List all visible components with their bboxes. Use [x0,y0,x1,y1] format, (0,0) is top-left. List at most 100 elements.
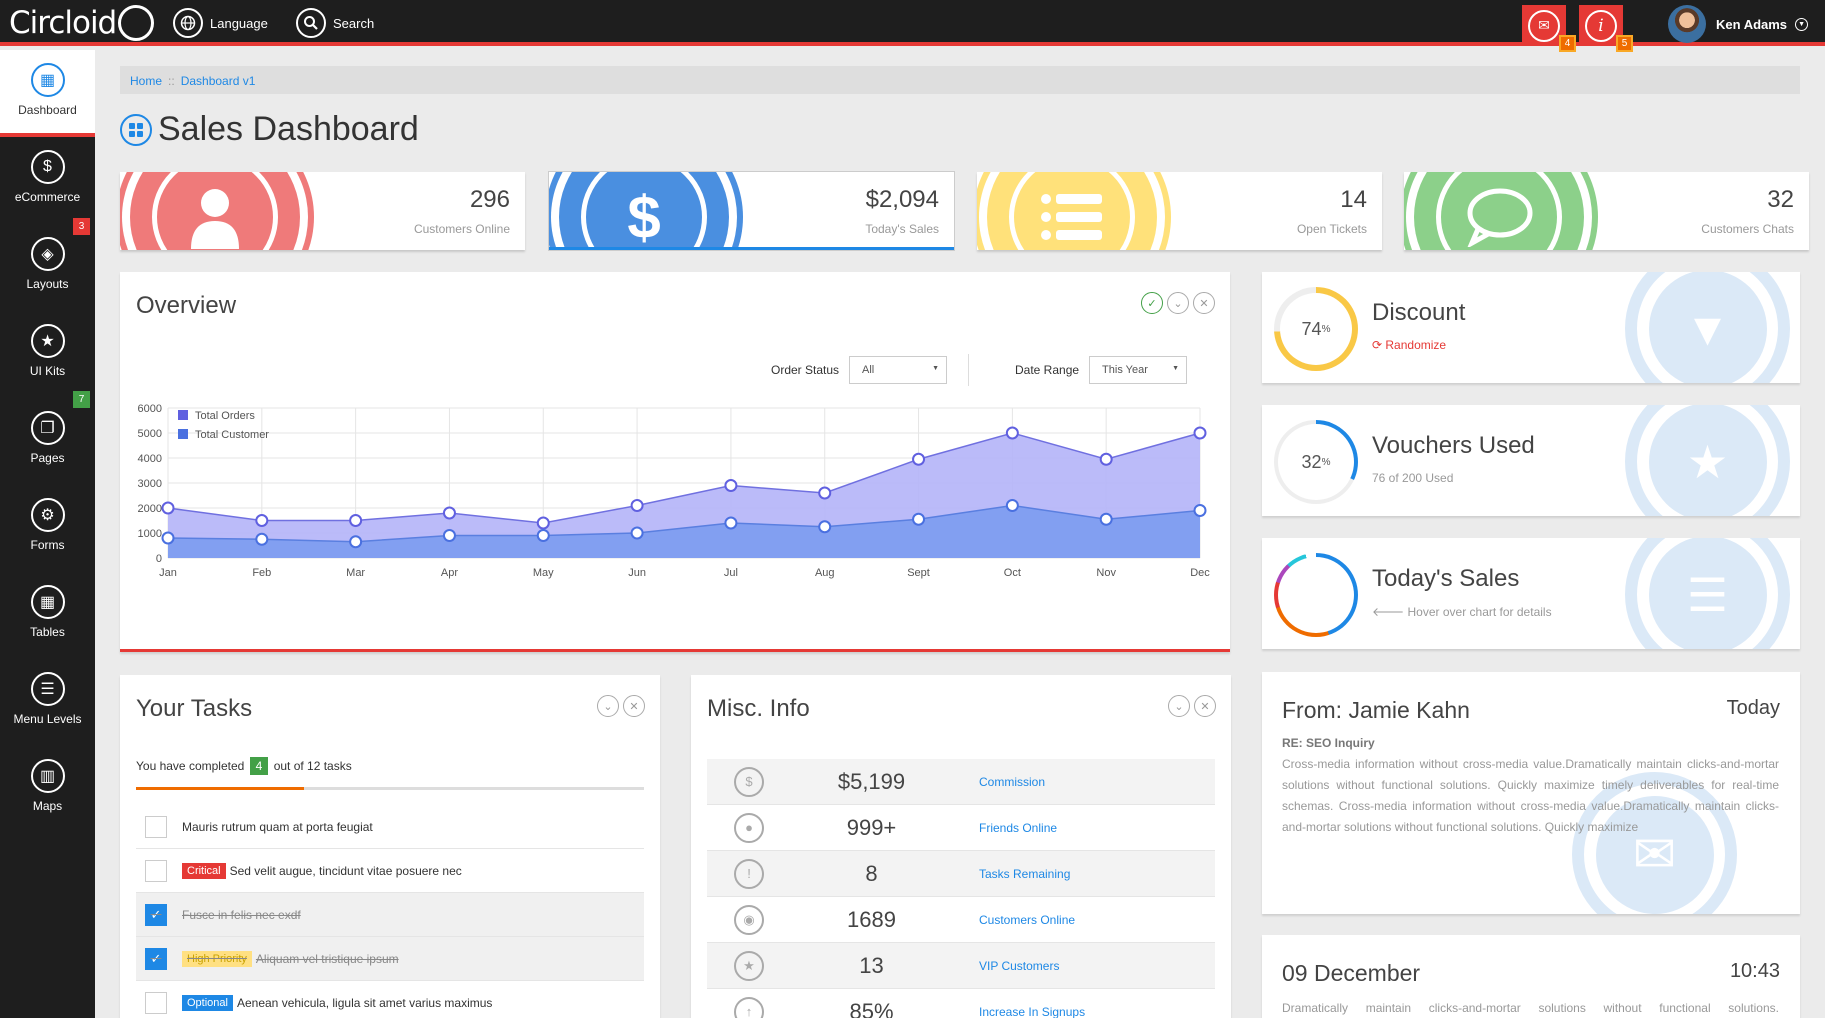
data-point [255,514,269,527]
y-tick-label: 0 [156,553,162,565]
misc-link[interactable]: Tasks Remaining [979,866,1071,881]
stat-label: Open Tickets [1296,222,1367,236]
language-menu[interactable]: Language [173,8,268,38]
sidebar-item-layouts[interactable]: ◈ Layouts 3 [0,218,95,311]
order-status-select[interactable]: All [849,356,948,384]
arrow-up-icon: ↑ [734,996,764,1018]
check-icon[interactable]: ✓ [1141,292,1163,314]
misc-row: ! 8 Tasks Remaining [707,851,1215,897]
misc-link[interactable]: Customers Online [979,912,1076,927]
sales-hint: 🡐 Hover over chart for details [1372,605,1552,619]
data-point [724,516,738,530]
logo[interactable]: Circloid [9,5,155,41]
sidebar-item-forms[interactable]: ⚙ Forms [0,485,95,572]
data-point [818,520,832,534]
sidebar-item-label: Dashboard [18,103,77,117]
data-point [912,452,926,466]
info-icon: i [1585,10,1617,42]
x-tick-label: Jan [159,567,177,579]
sidebar-item-label: Layouts [26,277,69,291]
breadcrumb-home[interactable]: Home [130,74,163,88]
data-point [255,532,269,546]
dollar-icon: $ [30,150,65,184]
misc-link[interactable]: Increase In Signups [979,1004,1086,1018]
collapse-icon[interactable]: ⌄ [1168,695,1190,717]
close-icon[interactable]: ✕ [1193,292,1215,314]
vouchers-card: 32% Vouchers Used 76 of 200 Used ★ [1262,405,1800,516]
task-item: Mauris rutrum quam at porta feugiat [136,805,644,849]
sales-donut[interactable] [1274,553,1358,637]
misc-row: ● 999+ Friends Online [707,805,1215,851]
task-checkbox[interactable]: ✓ [145,947,167,970]
stat-card-open-tickets[interactable]: 14 Open Tickets [977,172,1382,250]
misc-link[interactable]: VIP Customers [979,958,1060,973]
y-tick-label: 5000 [138,428,162,440]
overview-card: Overview ✓ ⌄ ✕ Order Status All Date Ran… [120,272,1230,652]
sidebar-item-ecommerce[interactable]: $ eCommerce [0,137,95,224]
misc-link[interactable]: Friends Online [979,820,1058,835]
sidebar-item-menu-levels[interactable]: ☰ Menu Levels [0,659,95,746]
task-checkbox[interactable]: ✓ [145,903,167,926]
stat-card-customers-chats[interactable]: 32 Customers Chats [1404,172,1809,250]
date-range-select[interactable]: This Year [1089,356,1188,384]
collapse-icon[interactable]: ⌄ [597,695,619,717]
gears-icon: ⚙ [30,498,65,532]
misc-row: ↑ 85% Increase In Signups [707,989,1215,1018]
clock-time: 10:43 [1729,960,1780,982]
breadcrumb-current[interactable]: Dashboard v1 [180,74,256,88]
stat-value: 296 [469,186,510,213]
grid-icon [120,113,152,146]
task-item: Optional Aenean vehicula, ligula sit amet… [136,981,644,1018]
search-button[interactable]: Search [296,8,374,38]
legend-swatch [178,410,188,420]
pages-icon: ❐ [30,411,65,445]
task-checkbox[interactable] [145,859,167,882]
y-tick-label: 1000 [138,528,162,540]
sales-title: Today's Sales [1372,565,1520,592]
discount-gauge: 74% [1274,287,1358,371]
sidebar-item-pages[interactable]: ❐ Pages 7 [0,391,95,485]
data-point [1005,499,1019,512]
chat-icon [1414,172,1584,250]
alerts-button[interactable]: i 5 [1579,5,1633,52]
messages-button[interactable]: ✉ 4 [1522,5,1576,52]
series-line [167,432,1201,524]
date-card: 09 December 10:43 Dramatically maintain … [1262,935,1800,1018]
date-range-filter: Date Range This Year [1015,356,1188,384]
sidebar-item-dashboard[interactable]: ▦ Dashboard [0,50,95,137]
user-icon: ● [734,812,764,843]
tasks-progress [136,787,644,790]
legend-swatch [178,429,188,439]
dollar-icon: $ [734,766,764,797]
close-icon[interactable]: ✕ [1194,695,1216,717]
user-icon [130,172,300,250]
task-text: Aenean vehicula, ligula sit amet varius … [236,995,493,1010]
stat-card-today-s-sales[interactable]: $ $2,094 Today's Sales [549,172,954,250]
x-tick-label: Jun [628,567,646,579]
sidebar-badge: 7 [73,391,90,408]
task-text: Sed velit augue, tincidunt vitae posuere… [229,863,462,878]
data-point [161,531,175,545]
refresh-icon: ⟳ [1372,338,1386,352]
x-tick-label: Oct [1004,567,1021,579]
misc-value: $5,199 [837,768,906,794]
stat-card-customers-online[interactable]: 296 Customers Online [120,172,525,250]
randomize-link[interactable]: ⟳ Randomize [1372,338,1447,352]
sidebar-item-tables[interactable]: ▦ Tables [0,572,95,659]
message-subject: RE: SEO Inquiry [1282,736,1375,750]
task-checkbox[interactable] [145,991,167,1014]
data-point [1099,512,1113,526]
user-menu[interactable]: Ken Adams ▼ [1668,5,1809,43]
task-checkbox[interactable] [145,815,167,838]
tasks-title: Your Tasks [136,695,253,722]
tasks-summary: You have completed 4 out of 12 tasks [136,757,352,775]
message-card: ✉ From: Jamie Kahn Today RE: SEO Inquiry… [1262,672,1800,914]
sidebar-item-ui-kits[interactable]: ★ UI Kits [0,311,95,398]
message-body: Cross-media information without cross-me… [1282,757,1779,834]
x-tick-label: Apr [441,567,458,579]
close-icon[interactable]: ✕ [623,695,645,717]
misc-link[interactable]: Commission [979,774,1046,789]
collapse-icon[interactable]: ⌄ [1167,292,1189,314]
sidebar-item-maps[interactable]: ▥ Maps [0,746,95,833]
map-icon: ▥ [30,759,65,793]
